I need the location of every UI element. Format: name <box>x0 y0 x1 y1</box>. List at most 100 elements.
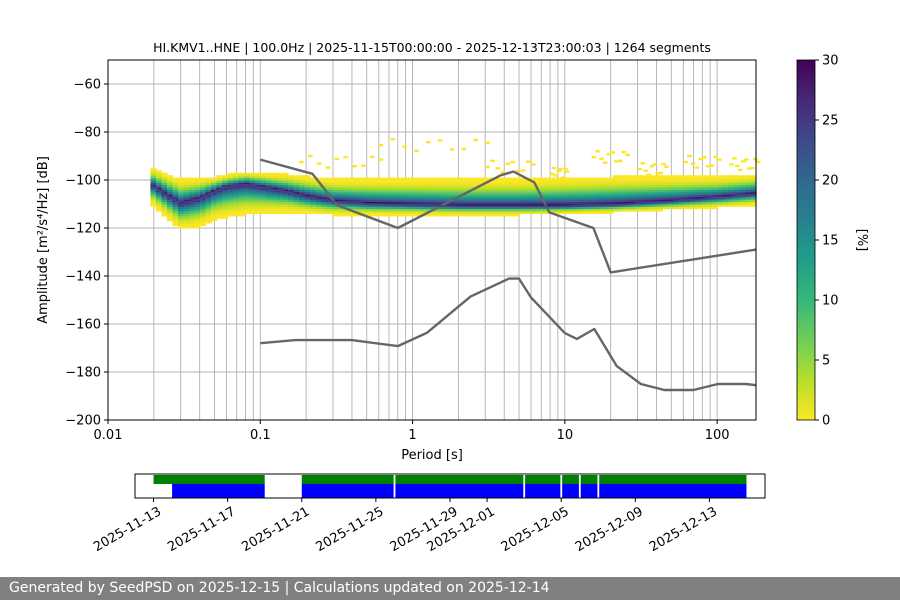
gap-marker <box>393 474 396 498</box>
density-cell <box>199 192 207 195</box>
density-cell <box>282 208 289 212</box>
density-cell <box>551 166 557 170</box>
footer-text: Generated by SeedPSD on 2025-12-15 | Cal… <box>9 580 550 596</box>
density-cell <box>188 213 196 217</box>
density-cell <box>177 220 185 224</box>
density-cell <box>211 218 218 222</box>
density-cell <box>244 180 251 183</box>
density-cell <box>249 194 256 198</box>
density-cell <box>662 184 669 188</box>
density-cell <box>739 177 746 181</box>
density-cell <box>739 184 746 188</box>
density-cell <box>365 196 372 200</box>
density-cell <box>739 187 746 190</box>
density-cell <box>359 180 366 183</box>
density-cell <box>172 182 179 186</box>
density-cell <box>249 187 256 190</box>
density-cell <box>194 206 201 210</box>
density-cell <box>612 177 619 181</box>
density-cell <box>447 192 454 195</box>
density-cell <box>596 194 603 198</box>
density-cell <box>299 182 306 186</box>
density-cell <box>365 192 372 195</box>
density-cell <box>227 172 234 176</box>
density-cell <box>568 211 575 214</box>
density-cell <box>387 208 394 212</box>
density-cell <box>337 187 344 190</box>
density-cell <box>541 211 548 214</box>
density-cell <box>497 201 504 205</box>
density-cell <box>612 199 619 202</box>
density-cell <box>519 177 526 181</box>
density-cell <box>524 201 531 205</box>
density-cell <box>271 187 278 190</box>
density-cell <box>673 196 680 200</box>
density-cell <box>464 182 471 186</box>
density-cell <box>469 208 476 212</box>
density-cell <box>398 208 405 212</box>
density-cell <box>579 189 586 193</box>
density-cell <box>557 201 564 205</box>
density-cell <box>722 201 730 205</box>
density-cell <box>288 201 295 205</box>
density-cell <box>361 164 366 167</box>
density-cell <box>326 189 333 193</box>
density-cell <box>381 201 388 205</box>
density-cell <box>678 180 686 183</box>
date-tick-label: 2025-11-17 <box>165 504 238 555</box>
density-cell <box>414 192 421 195</box>
density-cell <box>310 204 317 207</box>
density-cell <box>700 192 708 195</box>
density-cell <box>332 192 339 195</box>
density-cell <box>574 180 581 183</box>
density-cell <box>299 180 306 183</box>
density-cell <box>409 180 416 183</box>
density-cell <box>199 201 207 205</box>
density-cell <box>188 180 196 183</box>
density-cell <box>656 182 664 186</box>
density-cell <box>436 182 443 186</box>
density-cell <box>469 184 476 188</box>
density-cell <box>271 175 278 178</box>
density-cell <box>750 192 757 195</box>
x-axis-ticks: 0.01 0.1 1 10 100 <box>94 420 730 443</box>
density-cell <box>315 182 322 186</box>
density-cell <box>332 194 339 198</box>
density-cell <box>607 211 614 214</box>
density-cell <box>524 208 531 212</box>
density-cell <box>662 196 669 200</box>
density-cell <box>651 184 658 188</box>
density-cell <box>568 201 575 205</box>
density-cell <box>293 175 300 178</box>
density-cell <box>519 180 526 183</box>
density-cell <box>199 223 207 226</box>
density-cell <box>711 201 719 205</box>
density-cell <box>700 199 708 202</box>
density-cell <box>667 184 675 188</box>
density-cell <box>299 189 306 193</box>
density-cell <box>260 192 267 195</box>
density-cell <box>502 208 509 212</box>
density-cell <box>711 194 719 198</box>
used-span-bar <box>524 484 747 498</box>
density-cell <box>183 177 190 181</box>
x-tick-label: 0.1 <box>250 428 271 443</box>
density-cell <box>700 206 708 210</box>
density-cell <box>486 213 493 217</box>
density-cell <box>255 180 262 183</box>
density-cell <box>601 189 608 193</box>
density-cell <box>585 208 592 212</box>
density-cell <box>260 172 267 176</box>
density-cell <box>365 201 372 205</box>
density-cell <box>398 192 405 195</box>
density-cell <box>354 194 361 198</box>
density-cell <box>211 184 218 188</box>
density-cell <box>233 187 240 190</box>
density-cell <box>288 196 295 200</box>
density-cell <box>260 211 267 214</box>
density-cell <box>238 194 245 198</box>
density-cell <box>750 175 757 178</box>
density-cell <box>431 184 438 188</box>
density-cell <box>695 192 702 195</box>
density-cell <box>546 194 553 198</box>
